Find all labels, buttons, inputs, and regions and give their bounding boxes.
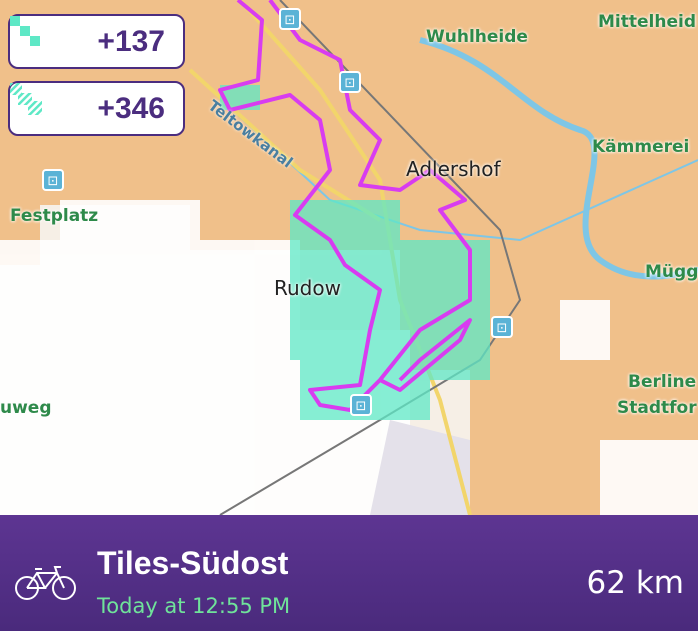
map-canvas (0, 0, 698, 515)
train-station-icon[interactable]: ⊡ (491, 316, 513, 338)
new-tiles-icon (10, 16, 40, 46)
visited-tiles-badge: +346 (8, 81, 185, 136)
map-label-rudow: Rudow (274, 276, 341, 300)
map-label-berliner: Berline (628, 372, 697, 392)
visited-tiles-striped-icon (10, 83, 42, 115)
bicycle-icon (15, 566, 76, 600)
activity-distance: 62 km (586, 565, 684, 601)
activity-title: Tiles-Südost (97, 545, 289, 581)
map[interactable]: ⊡ ⊡ ⊡ ⊡ ⊡ Wuhlheide Mittelheid Adlershof… (0, 0, 698, 515)
train-station-icon[interactable]: ⊡ (339, 71, 361, 93)
train-station-icon[interactable]: ⊡ (279, 8, 301, 30)
map-label-mittelheide: Mittelheid (598, 12, 696, 32)
map-label-stadtforst: Stadtfor (617, 398, 697, 418)
train-station-icon[interactable]: ⊡ (350, 394, 372, 416)
explored-tiles (0, 0, 698, 515)
map-label-kaemmerei: Kämmerei (592, 137, 690, 157)
activity-time: Today at 12:55 PM (97, 594, 291, 618)
map-label-wuhlheide: Wuhlheide (426, 27, 528, 47)
new-tiles-count: +137 (97, 24, 165, 58)
train-station-icon[interactable]: ⊡ (42, 169, 64, 191)
activity-summary-bar[interactable]: Tiles-Südost Today at 12:55 PM 62 km (0, 515, 698, 631)
map-label-festplatz: Festplatz (10, 206, 99, 226)
map-label-uweg: uweg (0, 398, 52, 418)
route-path (218, 0, 472, 412)
new-tiles-badge: +137 (8, 14, 185, 69)
visited-tiles-count: +346 (97, 91, 165, 125)
map-label-muegg: Mügg (645, 262, 698, 282)
map-label-adlershof: Adlershof (406, 157, 501, 181)
